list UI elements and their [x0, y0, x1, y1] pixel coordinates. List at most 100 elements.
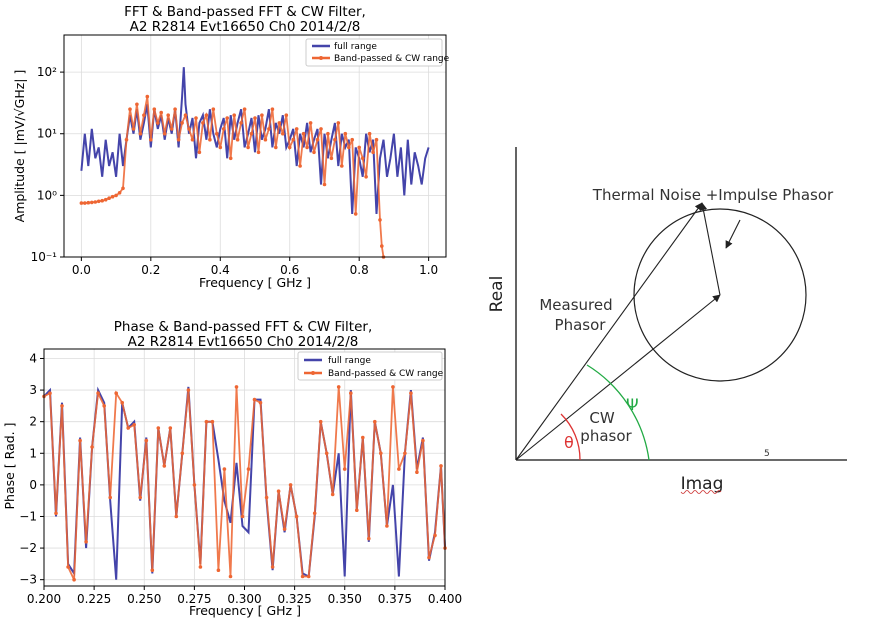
phase-bandpassed-point — [342, 467, 347, 471]
amplitude-bandpassed-point — [218, 145, 223, 150]
phase-series — [42, 385, 447, 582]
amplitude-bandpassed-point — [336, 121, 341, 125]
amplitude-bandpassed-point — [117, 191, 122, 195]
amplitude-bandpassed-point — [367, 131, 372, 136]
amplitude-x-tick-label: 0.8 — [350, 263, 369, 277]
phase-chart-title-line2: A2 R2814 Evt16650 Ch0 2014/2/8 — [128, 334, 359, 350]
theta-symbol: θ — [564, 433, 574, 452]
phase-y-tick-label: 2 — [29, 415, 37, 429]
phase-x-tick-label: 0.225 — [77, 592, 111, 606]
amplitude-bandpassed-point — [135, 102, 139, 107]
amplitude-bandpassed-point — [235, 137, 240, 142]
amplitude-bandpassed-point — [380, 244, 384, 248]
phase-bandpassed-point — [270, 565, 275, 569]
amplitude-bandpassed-point — [291, 137, 296, 142]
spellcheck-underline — [680, 490, 722, 494]
amplitude-legend-marker-bandpassed — [319, 56, 323, 60]
amplitude-bandpassed-point — [142, 113, 146, 117]
amplitude-bandpassed-point — [107, 196, 111, 200]
amplitude-bandpassed-point — [239, 121, 243, 125]
amplitude-bandpassed-point — [228, 156, 233, 161]
phase-bandpassed-point — [78, 438, 82, 443]
amplitude-bandpassed-point — [353, 212, 358, 216]
phase-bandpassed-point — [210, 419, 215, 424]
phase-bandpassed-point — [114, 391, 118, 396]
phase-bandpassed-point — [403, 451, 407, 456]
phase-bandpassed-point — [180, 451, 185, 456]
amplitude-bandpassed-point — [360, 156, 365, 161]
amplitude-bandpassed-point — [190, 137, 195, 142]
amplitude-legend-label-bandpassed: Band-passed & CW range — [334, 54, 450, 64]
phase-bandpassed-point — [186, 388, 191, 392]
amplitude-bandpassed-point — [357, 145, 362, 150]
cw-phasor-label-line2: phasor — [580, 427, 632, 445]
phase-bandpassed-point — [240, 514, 245, 519]
phase-y-tick-label: 4 — [29, 351, 37, 365]
psi-symbol: Ψ — [626, 395, 639, 414]
phase-bandpassed-point — [415, 470, 419, 475]
amplitude-bandpassed-point — [305, 145, 309, 150]
noise-circle — [633, 208, 807, 382]
amplitude-chart: FFT & Band-passed FFT & CW Filter, A2 R2… — [12, 4, 450, 290]
phase-x-tick-label: 0.250 — [127, 592, 161, 606]
amplitude-bandpassed-point — [173, 107, 177, 111]
amplitude-bandpassed-point — [131, 127, 136, 131]
phase-x-tick-label: 0.400 — [428, 592, 462, 606]
amplitude-bandpassed-point — [322, 182, 327, 187]
amplitude-bandpassed-point — [197, 150, 202, 155]
phase-bandpassed-point — [336, 385, 341, 389]
phase-bandpassed-point — [102, 404, 106, 408]
phase-y-tick-label: 0 — [29, 478, 37, 492]
phase-y-tick-label: −3 — [19, 573, 37, 587]
amplitude-bandpassed-point — [232, 113, 236, 117]
imag-axis-tick-5: 5 — [764, 449, 770, 459]
amplitude-bandpassed-point — [138, 131, 143, 136]
phase-bandpassed-point — [294, 514, 299, 519]
thermal-phasor-arrow — [699, 202, 721, 296]
measured-phasor-label-line1: Measured — [539, 296, 612, 314]
amplitude-x-tick-label: 0.4 — [211, 263, 230, 277]
phase-bandpassed-point — [66, 565, 70, 569]
phase-bandpassed-point — [318, 419, 323, 424]
phase-bandpassed-point — [300, 574, 305, 579]
amplitude-bandpassed-point — [326, 131, 330, 136]
amplitude-bandpassed-point — [277, 121, 282, 125]
amplitude-bandpassed-point — [96, 199, 101, 204]
amplitude-plot-frame — [63, 34, 447, 258]
amplitude-bandpassed-point — [152, 107, 157, 111]
phase-bandpassed-point — [90, 445, 94, 449]
phase-bandpassed-point — [72, 577, 76, 582]
amplitude-bandpassed-point — [159, 110, 163, 115]
phase-bandpassed-point — [433, 533, 437, 538]
phase-x-tick-label: 0.300 — [227, 592, 261, 606]
phase-chart-title-line1: Phase & Band-passed FFT & CW Filter, — [114, 319, 372, 335]
phase-bandpassed-point — [373, 419, 377, 424]
amplitude-bandpassed-point — [121, 186, 125, 191]
amplitude-bandpassed-point — [208, 137, 212, 142]
amplitude-bandpassed-point — [211, 107, 216, 111]
amplitude-bandpassed-point — [215, 131, 219, 136]
amplitude-bandpassed-point — [371, 150, 375, 155]
amplitude-y-tick-label: 10¹ — [37, 127, 57, 141]
phase-ticks: 0.200 0.225 0.250 0.275 0.300 0.325 0.350 0.375… — [19, 351, 462, 606]
amplitude-bandpassed-point — [149, 137, 153, 142]
phase-gridlines — [43, 349, 446, 586]
phase-bandpassed-point — [228, 574, 233, 579]
amplitude-bandpassed-point — [253, 116, 257, 120]
amplitude-bandpassed-point — [263, 137, 268, 142]
theta-angle-arc — [560, 413, 581, 461]
phase-legend-marker-bandpassed — [311, 371, 315, 375]
amplitude-bandpassed-point — [256, 150, 261, 155]
phase-bandpassed-point — [258, 400, 263, 405]
phase-x-tick-label: 0.275 — [177, 592, 211, 606]
amplitude-bandpassed-point — [124, 137, 129, 142]
amplitude-y-tick-label: 10² — [37, 65, 57, 79]
amplitude-legend-label-full: full range — [334, 42, 377, 52]
phase-bandpassed-point — [222, 467, 227, 471]
phase-bandpassed-point — [54, 511, 58, 516]
phase-bandpassed-point — [234, 385, 239, 389]
phase-bandpassed-point — [132, 423, 136, 427]
amplitude-bandpassed-point — [301, 131, 306, 136]
amplitude-bandpassed-point — [83, 201, 87, 205]
amplitude-bandpassed-point — [242, 107, 247, 111]
